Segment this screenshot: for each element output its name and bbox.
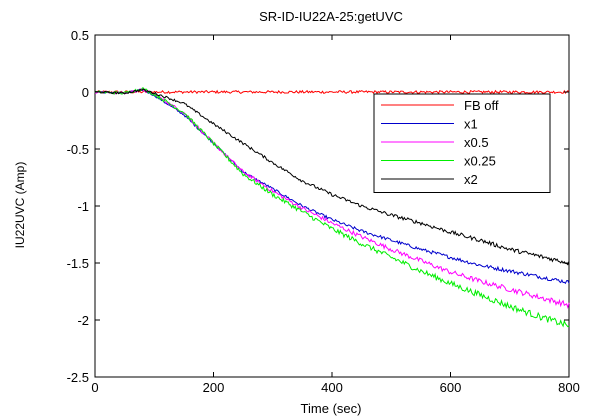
legend-label: x2 — [464, 172, 478, 187]
x-axis-label: Time (sec) — [301, 401, 362, 416]
chart-title: SR-ID-IU22A-25:getUVC — [259, 9, 403, 24]
legend: FB off x1 x0.5 x0.25 x2 — [373, 93, 551, 193]
legend-label: x0.5 — [464, 135, 489, 150]
x-tick-label: 400 — [321, 380, 343, 395]
x-tick-label: 0 — [91, 380, 98, 395]
y-tick-label: -0.5 — [67, 142, 89, 157]
y-tick-label: -1 — [77, 199, 89, 214]
series-line-fb-off — [94, 89, 570, 95]
x-tick-label: 800 — [558, 380, 580, 395]
legend-label: x1 — [464, 117, 478, 132]
x-tick-label: 200 — [203, 380, 225, 395]
legend-box — [373, 93, 551, 193]
plot-area — [94, 34, 570, 378]
legend-label: FB off — [464, 98, 499, 113]
y-tick-label: 0 — [82, 85, 89, 100]
series-layer — [94, 87, 570, 328]
y-tick-label: -2 — [77, 313, 89, 328]
legend-label: x0.25 — [464, 154, 496, 169]
y-tick-label: -2.5 — [67, 370, 89, 385]
series-line-x0-25 — [94, 87, 570, 328]
x-axis: 0 200 400 600 800 — [91, 35, 580, 395]
y-tick-label: 0.5 — [71, 28, 89, 43]
series-line-x2 — [94, 88, 570, 266]
x-tick-label: 600 — [440, 380, 462, 395]
y-axis-label: IU22UVC (Amp) — [13, 162, 27, 249]
series-line-x0-5 — [94, 87, 570, 309]
y-tick-label: -1.5 — [67, 256, 89, 271]
y-axis: 0.5 0 -0.5 -1 -1.5 -2 -2.5 — [67, 28, 569, 385]
